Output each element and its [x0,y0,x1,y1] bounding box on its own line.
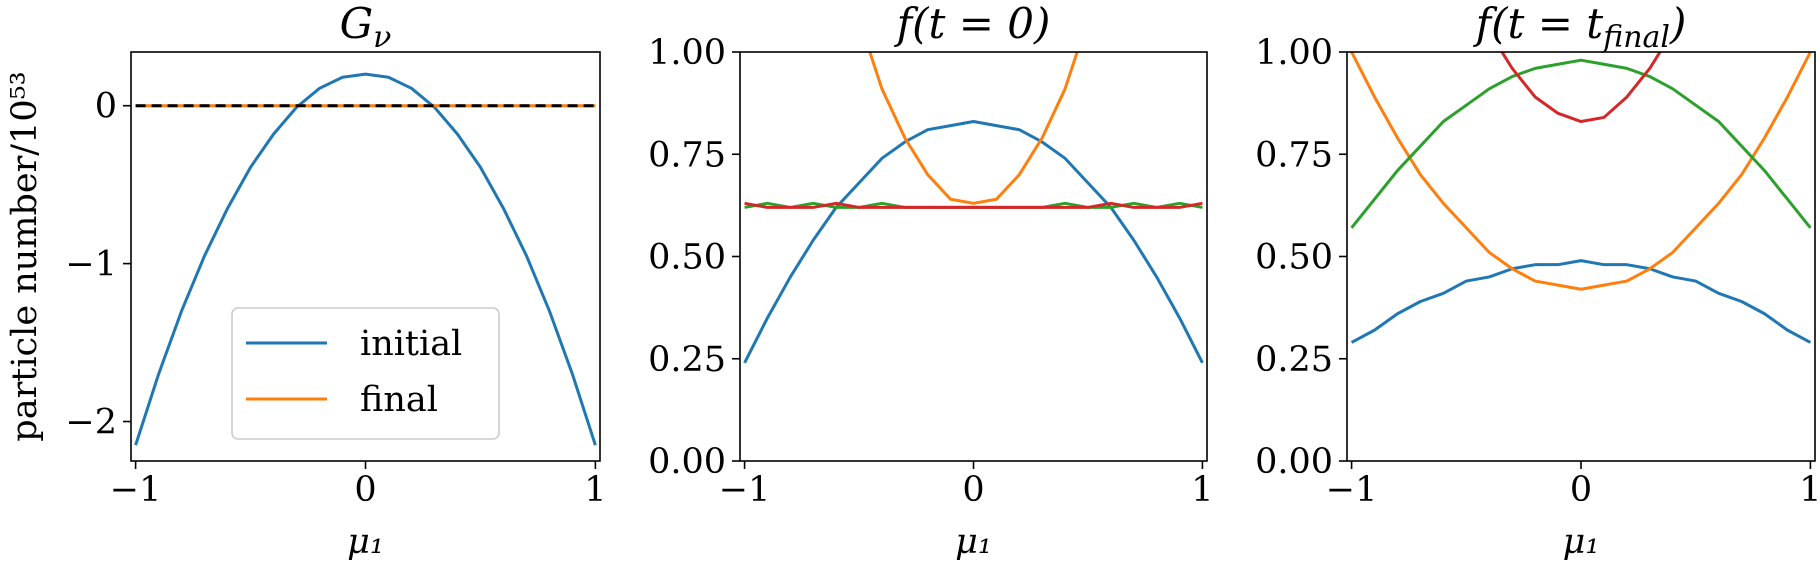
y-tick-label: 0.50 [648,238,726,278]
series-line [743,120,1204,364]
x-tick-label: 0 [962,470,984,510]
y-tick-label: 0.75 [648,135,726,175]
series-line [134,72,597,446]
y-tick-label: 1.00 [1255,33,1333,73]
y-tick-label: 1.00 [648,33,726,73]
y-tick-label: 0.00 [648,442,726,482]
y-axis-label: particle number/10⁵³ [5,71,45,441]
title-text: G [340,0,374,48]
series-line [744,201,1203,209]
x-tick-label: 1 [584,470,606,510]
y-tick-label: 0.75 [1255,135,1333,175]
title-sub: ν [373,20,391,55]
series-line [1500,52,1662,124]
series-line [1350,259,1812,344]
chart-title: f(t = 0) [894,0,1051,48]
x-tick-label: 0 [1570,470,1592,510]
title-text: f(t = t [1473,0,1604,48]
series-line [1350,52,1812,291]
legend-label: initial [360,324,462,364]
y-tick-label: 0.00 [1255,442,1333,482]
y-tick-label: −1 [65,245,117,285]
x-axis-label: μ₁ [1563,522,1600,562]
x-axis-label: μ₁ [955,522,992,562]
x-tick-label: −1 [110,470,162,510]
x-tick-label: 0 [354,470,376,510]
y-tick-label: −2 [65,403,117,443]
legend-label: final [360,380,438,420]
x-tick-label: 1 [1799,470,1820,510]
x-tick-label: −1 [1326,470,1378,510]
chart-title: f(t = tfinal) [1473,0,1687,55]
y-tick-label: 0.25 [648,340,726,380]
title-after: ) [1669,0,1686,48]
x-tick-label: 1 [1191,470,1213,510]
series-line [868,52,1079,205]
title-sub: final [1601,20,1670,55]
y-tick-label: 0.50 [1255,238,1333,278]
x-tick-label: −1 [719,470,771,510]
y-tick-label: 0 [95,87,117,127]
y-tick-label: 0.25 [1255,340,1333,380]
series-line [1350,58,1812,229]
x-axis-label: μ₁ [347,522,384,562]
chart-title: Gν [340,0,392,55]
legend-box [231,307,500,440]
